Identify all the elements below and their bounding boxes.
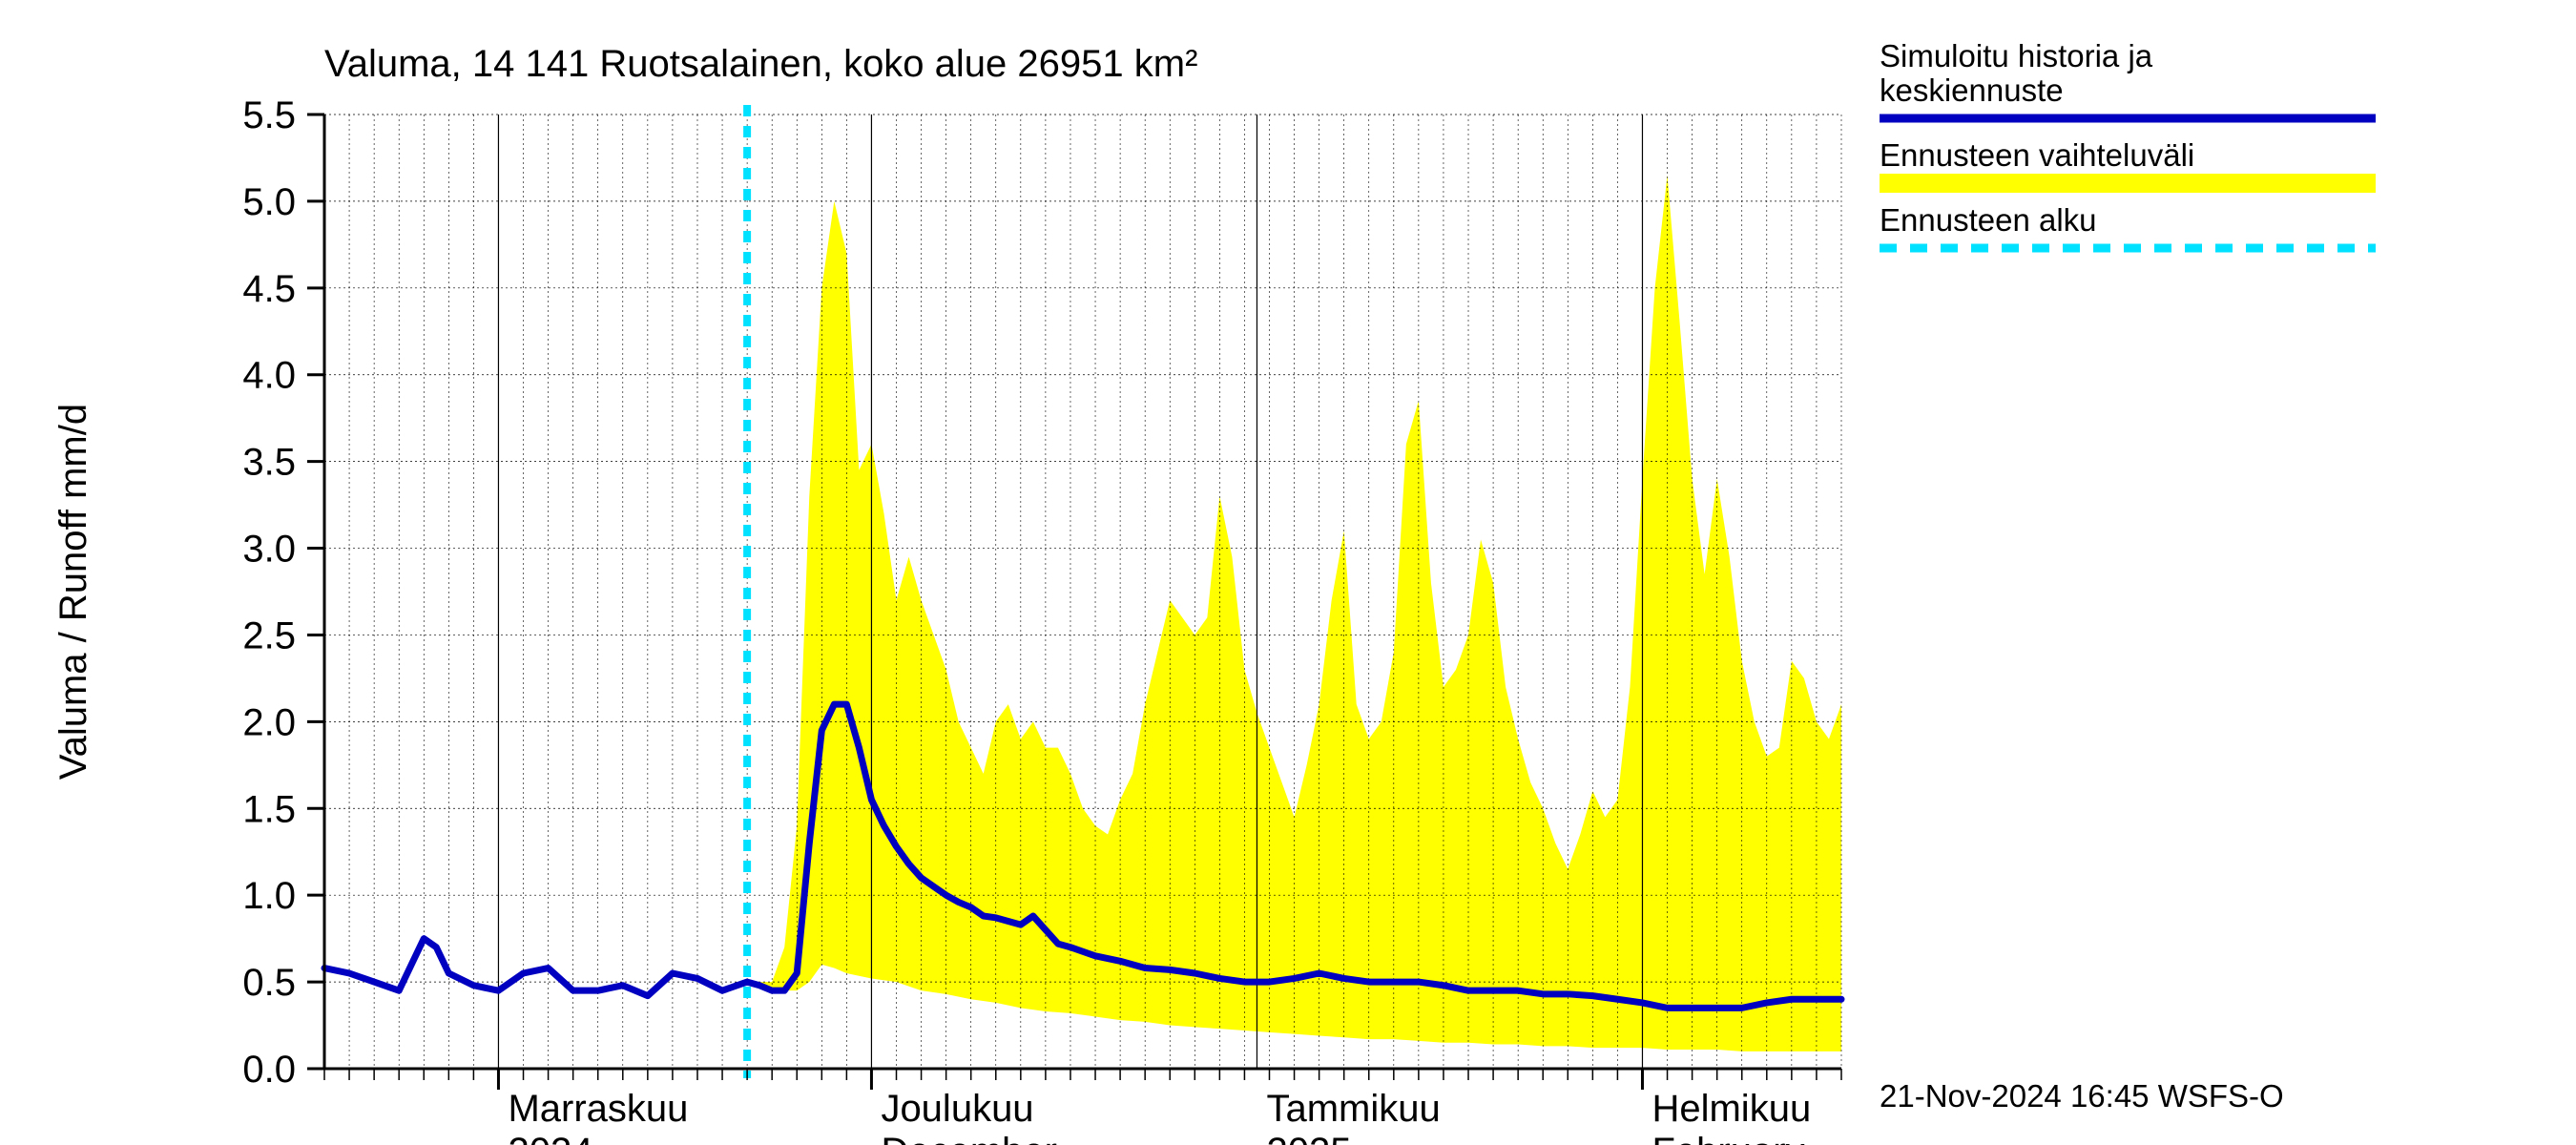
y-tick-label: 2.5 [242, 614, 296, 656]
legend: Simuloitu historia jakeskiennuste Ennuste… [1880, 38, 2376, 248]
plot-area: 0.0 0.5 1.0 1.5 2.0 2.5 3.0 3.5 4.0 4.5 5.0 5.5 Marr… [242, 94, 1841, 1145]
y-axis-label: Valuma / Runoff mm/d [52, 404, 94, 780]
footer-timestamp: 21-Nov-2024 16:45 WSFS-O [1880, 1078, 2284, 1114]
y-tick-label: 0.5 [242, 962, 296, 1004]
legend-label: Ennusteen vaihteluväli [1880, 137, 2194, 173]
y-tick-label: 3.0 [242, 529, 296, 571]
y-tick-label: 1.0 [242, 875, 296, 917]
legend-swatch [1880, 174, 2376, 193]
y-tick-label: 5.5 [242, 94, 296, 136]
y-tick-label: 4.5 [242, 268, 296, 310]
y-tick-label: 2.0 [242, 701, 296, 743]
x-month-label: Tammikuu [1266, 1088, 1440, 1130]
y-tick-label: 1.5 [242, 788, 296, 830]
x-month-label: Marraskuu [508, 1088, 688, 1130]
x-month-label: Helmikuu [1652, 1088, 1811, 1130]
legend-label: keskiennuste [1880, 73, 2064, 108]
x-month-label: Joulukuu [881, 1088, 1033, 1130]
legend-label: Simuloitu historia ja [1880, 38, 2153, 73]
runoff-forecast-chart: Valuma, 14 141 Ruotsalainen, koko alue 2… [0, 0, 2576, 1145]
legend-label: Ennusteen alku [1880, 202, 2097, 238]
y-tick-label: 4.0 [242, 355, 296, 397]
chart-title: Valuma, 14 141 Ruotsalainen, koko alue 2… [324, 43, 1197, 85]
y-tick-label: 0.0 [242, 1049, 296, 1091]
x-month-sublabel: 2025 [1266, 1131, 1351, 1145]
y-tick-label: 5.0 [242, 181, 296, 223]
x-month-sublabel: December [881, 1131, 1057, 1145]
x-month-sublabel: February [1652, 1131, 1804, 1145]
x-month-sublabel: 2024 [508, 1131, 592, 1145]
y-tick-label: 3.5 [242, 442, 296, 484]
